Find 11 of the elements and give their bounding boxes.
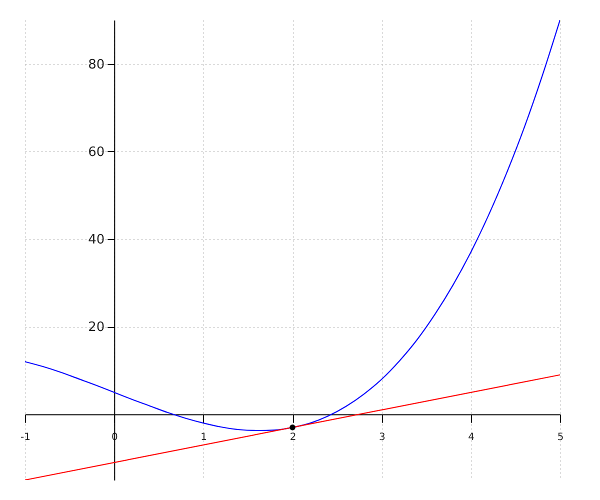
x-tick-label: -1 — [20, 432, 30, 443]
x-tick-label: 5 — [557, 432, 564, 443]
y-tick-label: 40 — [88, 232, 105, 248]
x-tick-label: 3 — [378, 432, 386, 443]
y-tick-label: 60 — [88, 144, 105, 160]
y-tick-label: 80 — [88, 57, 105, 72]
line-series — [25, 20, 560, 432]
y-tick-label: 20 — [88, 320, 105, 336]
x-tick-label: 1 — [200, 432, 208, 443]
x-tick-label: 2 — [290, 432, 296, 443]
x-tick-label: 4 — [468, 432, 475, 443]
